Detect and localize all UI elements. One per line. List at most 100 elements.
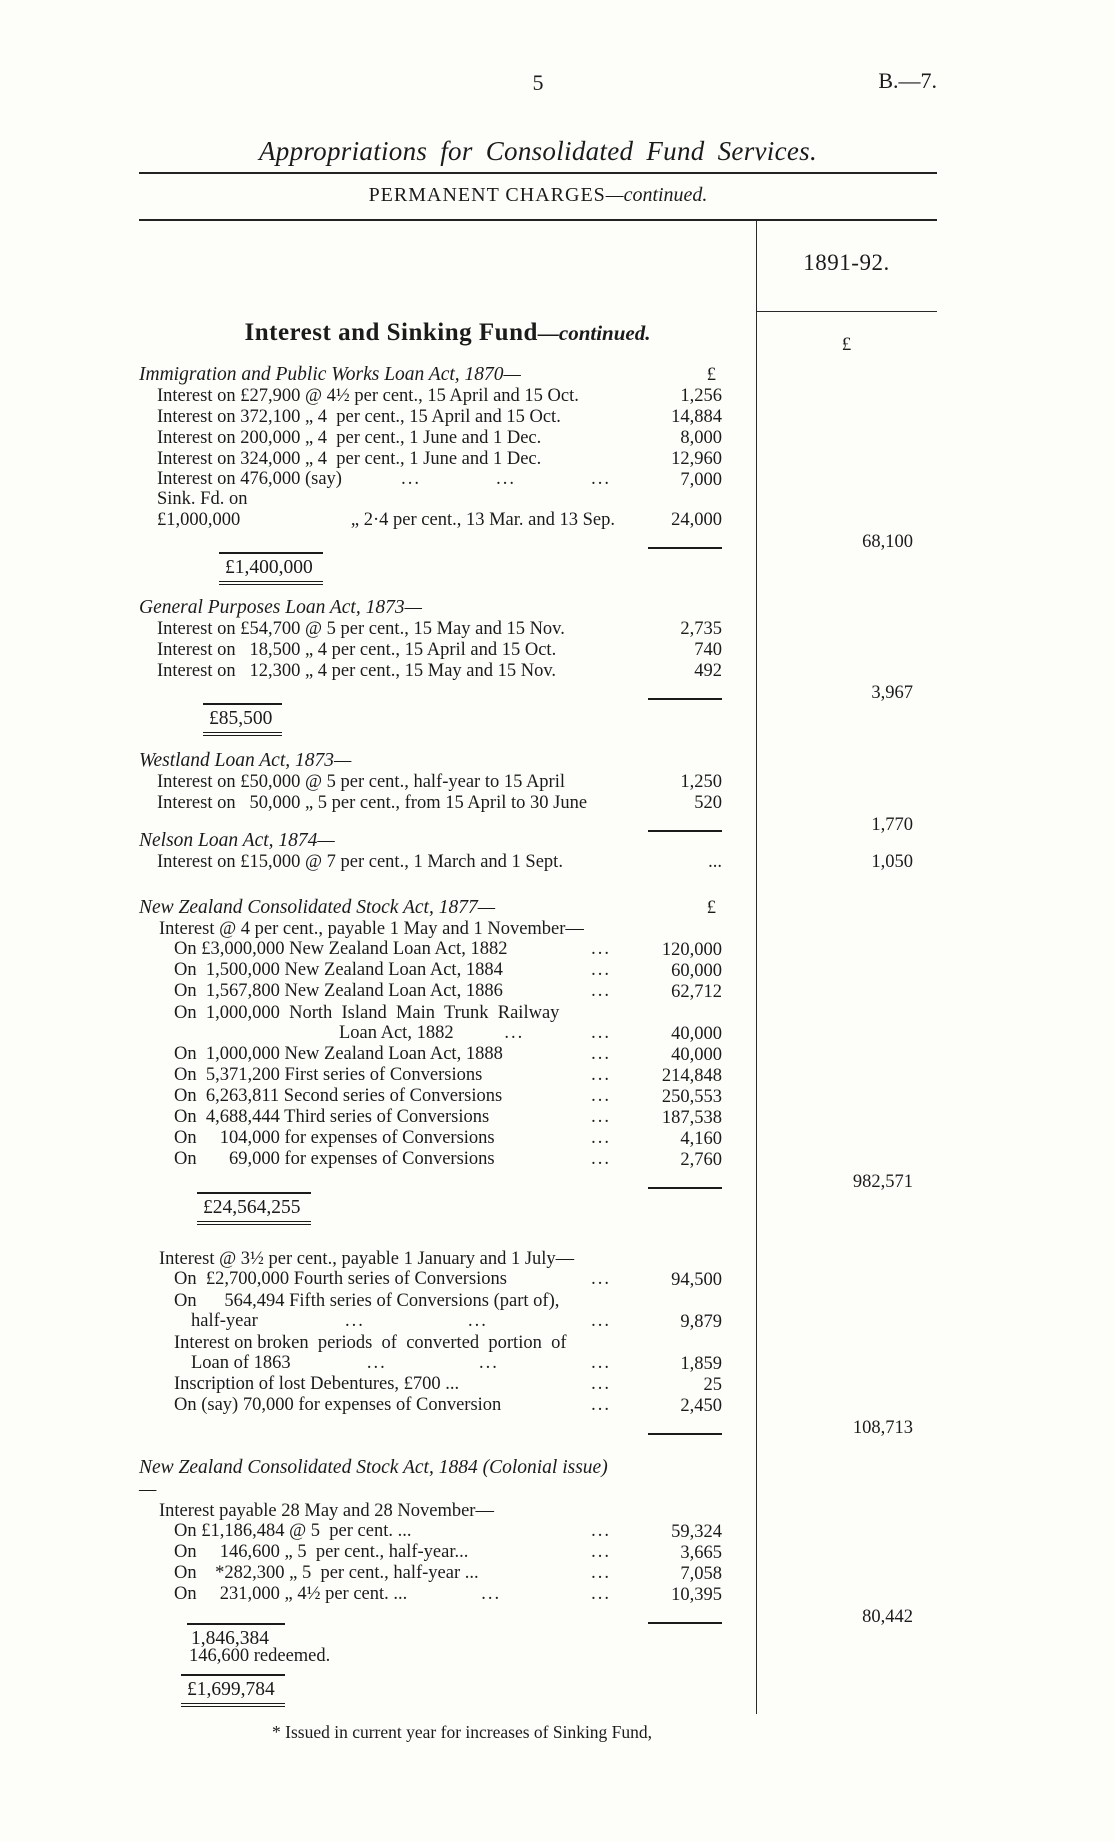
row-label: Interest on £50,000 @ 5 per cent., half-… <box>157 771 565 792</box>
column-divider-rule <box>756 221 757 1714</box>
year-amount-cell <box>730 618 937 619</box>
table-row: On 1,567,800 New Zealand Loan Act, 1886.… <box>139 981 937 1003</box>
row-label: Westland Loan Act, 1873— <box>139 749 352 771</box>
row-text-cell: On £2,700,000 Fourth series of Conversio… <box>139 1269 627 1291</box>
amount-cell: 1,250 <box>680 771 722 792</box>
row-label: On 69,000 for expenses of Conversions <box>174 1149 495 1169</box>
year-column-rule <box>756 311 937 312</box>
table-heading: Interest and Sinking Fund—continued. <box>139 319 756 347</box>
row-text-cell: On 5,371,200 First series of Conversions… <box>139 1065 627 1087</box>
table-row: On 564,494 Fifth series of Conversions (… <box>139 1291 937 1312</box>
row-text-cell <box>139 531 627 532</box>
year-amount-cell <box>730 509 937 510</box>
year-amount-cell <box>730 1542 937 1543</box>
amount-cell: £ <box>706 897 716 918</box>
row-text-cell: Loan Act, 1882...... <box>139 1023 627 1045</box>
subtotal-amount: £1,699,784 <box>181 1674 285 1708</box>
year-amount-cell <box>730 1107 937 1108</box>
row-label: Inscription of lost Debentures, £700 ... <box>174 1374 460 1394</box>
table-row: Interest on 18,500 „ 4 per cent., 15 Apr… <box>139 640 937 661</box>
table-row <box>139 1231 937 1249</box>
amount-cell: 492 <box>694 660 722 681</box>
year-amount-cell <box>730 1170 937 1171</box>
row-label: On 5,371,200 First series of Conversions <box>174 1065 483 1085</box>
table-row: 982,571 <box>139 1171 937 1192</box>
table-row: Interest on 476,000 (say)......... 7,000 <box>139 469 937 491</box>
amount-cell: 1,859 <box>680 1353 722 1374</box>
table-row: On 104,000 for expenses of Conversions..… <box>139 1128 937 1150</box>
table-heading-continued: —continued. <box>537 321 651 345</box>
year-amount-cell <box>730 1065 937 1066</box>
amount-total-rule <box>648 547 722 549</box>
row-text-cell: Immigration and Public Works Loan Act, 1… <box>139 364 621 386</box>
amount-cell <box>627 1171 730 1195</box>
leader-dots: ... <box>591 469 612 489</box>
row-text-cell: On 4,688,444 Third series of Conversions… <box>139 1107 627 1129</box>
amount-cell: 8,000 <box>680 427 722 448</box>
leader-dots: ... <box>591 939 611 959</box>
row-label: Interest payable 28 May and 28 November— <box>159 1500 494 1521</box>
leader-dots: ... <box>591 1128 611 1148</box>
year-column-currency: £ <box>841 334 852 355</box>
table-row: On 1,500,000 New Zealand Loan Act, 1884.… <box>139 960 937 982</box>
row-text-cell: New Zealand Consolidated Stock Act, 1877… <box>139 897 621 919</box>
leader-dots: ... <box>496 469 516 489</box>
amount-cell: 187,538 <box>661 1107 722 1128</box>
row-text-cell: Interest on 18,500 „ 4 per cent., 15 Apr… <box>139 640 627 661</box>
document-title: Appropriations for Consolidated Fund Ser… <box>258 136 818 166</box>
year-amount-cell <box>730 660 937 661</box>
leader-dots: ... <box>344 1311 365 1331</box>
year-amount-cell <box>730 490 937 491</box>
table-heading-text: Interest and Sinking Fund <box>244 319 538 346</box>
leader-dots: ... <box>591 1521 611 1541</box>
subtotal-amount: 1,846,384 <box>187 1623 285 1650</box>
row-text-cell: Interest on £50,000 @ 5 per cent., half-… <box>139 772 627 793</box>
table-row: Interest on £50,000 @ 5 per cent., half-… <box>139 772 937 793</box>
amount-cell: 10,395 <box>671 1584 722 1605</box>
row-label: On 104,000 for expenses of Conversions <box>174 1128 495 1148</box>
table-row: Interest payable 28 May and 28 November— <box>139 1501 937 1522</box>
row-label: Interest on £27,900 @ 4½ per cent., 15 A… <box>157 385 579 406</box>
table-row: Interest @ 4 per cent., payable 1 May an… <box>139 919 937 940</box>
year-amount-cell <box>730 1128 937 1129</box>
row-text-cell: Interest on 372,100 „ 4 per cent., 15 Ap… <box>139 407 627 428</box>
year-amount-cell: 68,100 <box>862 532 913 552</box>
amount-cell: 214,848 <box>661 1065 722 1086</box>
table-row: £1,000,000 „ 2·4 per cent., 13 Mar. and 1… <box>139 510 937 531</box>
row-label: On 231,000 „ 4½ per cent. ... <box>174 1584 408 1604</box>
table-row: On 5,371,200 First series of Conversions… <box>139 1065 937 1087</box>
leader-dots: ... <box>591 1563 611 1583</box>
table-row <box>139 585 937 597</box>
amount-total-rule <box>648 1187 722 1189</box>
amount-cell: 94,500 <box>671 1269 722 1290</box>
row-text-cell: On £1,186,484 @ 5 per cent. ...... <box>139 1521 627 1543</box>
row-text-cell: Interest on £15,000 @ 7 per cent., 1 Mar… <box>139 852 627 873</box>
row-text-cell: £1,000,000 „ 2·4 per cent., 13 Mar. and 1… <box>139 510 627 531</box>
row-label: Immigration and Public Works Loan Act, 1… <box>139 363 521 385</box>
amount-cell: £ <box>706 364 716 385</box>
table-row: Loan of 1863......... 1,859 <box>139 1353 937 1375</box>
year-amount-cell <box>730 639 937 640</box>
row-text-cell: On 1,000,000 North Island Main Trunk Rai… <box>139 1003 627 1024</box>
document-reference: B.—7. <box>878 68 937 93</box>
table-row: New Zealand Consolidated Stock Act, 1884… <box>139 1457 937 1501</box>
year-amount-cell <box>730 1086 937 1087</box>
amount-cell: 9,879 <box>680 1311 722 1332</box>
year-amount-cell <box>730 918 937 919</box>
row-text-cell: On 146,600 „ 5 per cent., half-year.....… <box>139 1542 627 1564</box>
amount-cell: 120,000 <box>661 939 722 960</box>
amount-total-rule <box>648 698 722 700</box>
row-label: Sink. Fd. on <box>157 488 248 509</box>
table-row: Loan Act, 1882...... 40,000 <box>139 1023 937 1045</box>
leader-dots: ... <box>591 1269 611 1289</box>
table-row: £24,564,255 <box>139 1185 937 1231</box>
row-text-cell: On *282,300 „ 5 per cent., half-year ...… <box>139 1563 627 1585</box>
year-amount-cell <box>730 1290 937 1291</box>
row-label: Interest @ 4 per cent., payable 1 May an… <box>159 918 584 939</box>
row-text-cell: Interest on £54,700 @ 5 per cent., 15 Ma… <box>139 619 627 640</box>
year-amount-cell: 80,442 <box>862 1607 913 1627</box>
amount-cell: ... <box>708 851 722 872</box>
row-label: Interest on £54,700 @ 5 per cent., 15 Ma… <box>157 618 565 639</box>
table-row: Interest @ 3½ per cent., payable 1 Janua… <box>139 1249 937 1270</box>
amount-cell: 60,000 <box>671 960 722 981</box>
